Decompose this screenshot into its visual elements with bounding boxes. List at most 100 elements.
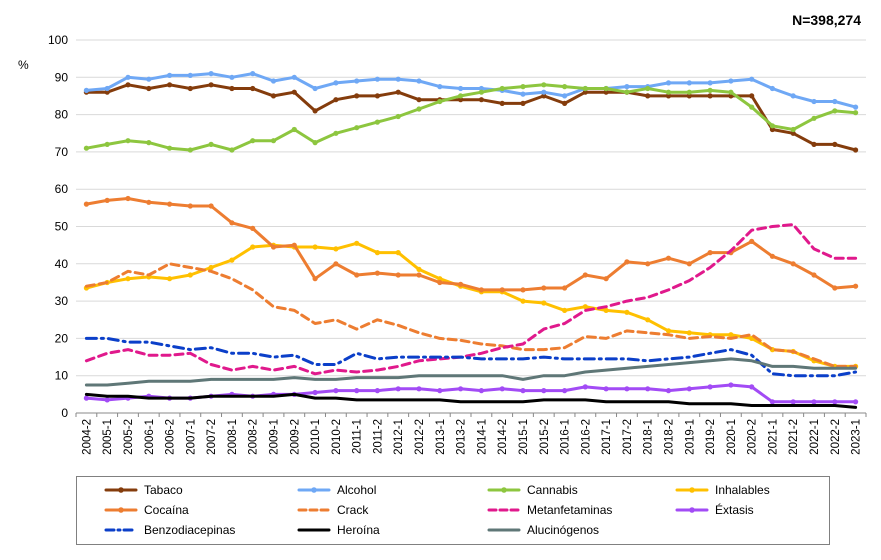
y-tick-label: 40 [55,257,69,271]
y-tick-label: 10 [55,369,69,383]
y-tick-label: 0 [61,406,68,420]
data-point [645,85,651,92]
data-point [769,85,776,92]
x-tick-label: 2016-1 [560,419,572,455]
data-point [582,304,588,310]
series-line-alucinogenos [84,357,858,387]
data-point [811,399,817,405]
data-point [562,93,568,99]
y-tick-label: 60 [55,182,69,196]
data-point [374,119,380,125]
data-point [665,89,672,95]
data-point [416,97,422,103]
series-line-heroina [84,392,858,409]
x-tick-label: 2014-1 [476,419,488,455]
data-point [229,257,235,263]
data-point [333,80,339,86]
y-tick-label: 70 [55,145,69,159]
data-point [665,93,672,99]
data-point [686,386,692,392]
y-tick-label: 20 [55,331,69,345]
data-point [728,332,734,338]
y-tick-label: 50 [55,220,69,234]
data-point [333,97,339,103]
data-point [187,203,193,209]
x-tick-label: 2021-1 [767,419,779,455]
data-point [686,330,692,336]
data-point [686,93,692,99]
data-point [333,388,339,394]
data-point [374,76,380,82]
legend-label: Metanfetaminas [527,503,613,517]
legend-item-alcohol: Alcohol [297,482,376,498]
data-point [582,89,588,95]
data-point [707,80,713,86]
data-point [478,388,484,394]
data-point [603,386,609,392]
y-tick-label: 80 [55,108,69,122]
data-point [832,98,838,105]
data-point [562,307,568,313]
series-line-inhalables [84,241,858,368]
data-point [728,382,734,388]
data-point [707,250,713,256]
data-point [437,279,443,286]
x-tick-label: 2022-1 [809,419,821,455]
data-point [624,89,630,95]
data-point [707,384,713,390]
data-point [395,89,401,95]
data-point [250,71,256,77]
data-point [167,82,173,88]
legend-item-benzodiacepinas: Benzodiacepinas [104,522,235,538]
legend-label: Éxtasis [715,503,754,517]
data-point [478,97,484,103]
legend-swatch [104,528,138,532]
data-point [250,138,256,144]
y-axis-ticks: 0 10 20 30 40 50 60 70 80 90 100 [48,33,68,420]
legend-label: Alcohol [337,483,377,497]
data-point [354,272,360,278]
data-point [541,89,547,95]
legend-item-crack: Crack [297,502,368,518]
gridlines [76,39,866,414]
data-point [728,78,734,84]
data-point [624,386,630,392]
legend-swatch [487,528,521,532]
data-point [520,84,526,90]
data-point [562,285,568,291]
legend-item-tabaco: Tabaco [104,482,183,498]
series-line-extasis [84,383,858,404]
y-tick-label: 90 [55,70,69,84]
legend-swatch [675,487,709,493]
data-point [270,93,277,99]
data-point [832,399,838,405]
data-point [395,386,401,392]
x-tick-label: 2011-1 [352,419,364,454]
data-point [853,147,859,153]
x-tick-label: 2014-2 [497,419,509,455]
y-axis-label: % [18,58,29,72]
data-point [354,78,360,84]
data-point [499,386,505,392]
data-point [250,244,256,250]
legend-swatch [104,507,138,513]
x-tick-label: 2022-2 [830,419,842,455]
data-point [104,141,110,147]
series-line-alcohol [84,72,858,109]
x-tick-label: 2010-1 [310,419,322,455]
data-point [686,89,692,95]
x-tick-label: 2007-2 [206,419,218,455]
data-point [333,246,339,252]
series-crack [84,262,858,368]
data-point [686,261,692,267]
legend-label: Cocaína [144,503,189,517]
legend-item-alucinogenos: Alucinógenos [487,522,599,538]
series-line-benzodiacepinas [84,336,858,378]
x-tick-label: 2018-1 [643,419,655,455]
x-tick-label: 2023-1 [851,419,863,455]
data-point [104,85,110,92]
x-tick-label: 2017-2 [622,419,634,455]
data-point [665,255,672,261]
data-point [769,123,776,129]
legend-swatch [104,487,138,493]
